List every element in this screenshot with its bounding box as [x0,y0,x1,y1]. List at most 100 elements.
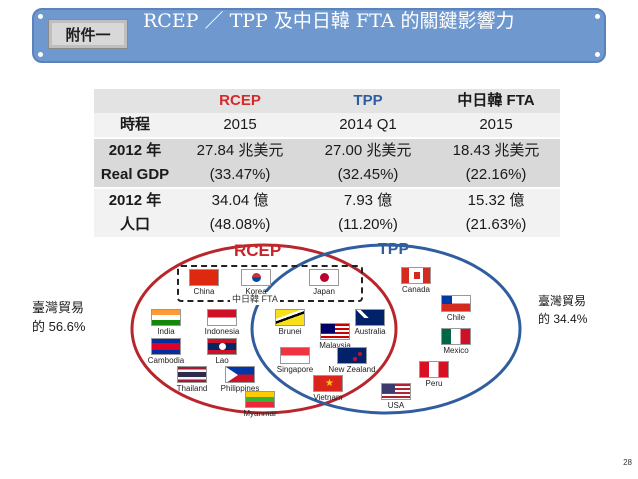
country-canada: Canada [386,267,446,294]
table-row: 2012 年 34.04 億 7.93 億 15.32 億 [94,187,560,213]
japan-flag-icon [309,269,339,286]
country-label: Malaysia [319,341,351,350]
side-label-line: 的 56.6% [32,319,86,334]
table-cell: 27.84 兆美元 [176,137,304,163]
table-cell: 34.04 億 [176,187,304,213]
country-thailand: Thailand [162,366,222,393]
table-row: Real GDP (33.47%) (32.45%) (22.16%) [94,163,560,188]
country-label: Singapore [276,365,314,374]
country-label: China [193,287,215,296]
table-header-tpp: TPP [304,89,432,113]
new-zealand-flag-icon [337,347,367,364]
mexico-flag-icon [441,328,471,345]
myanmar-flag-icon [245,391,275,408]
row-label: 2012 年 [94,187,176,213]
country-korea: Korea [226,269,286,296]
country-label: Chile [446,313,466,322]
lao-flag-icon [207,338,237,355]
banner-corner-dot [595,14,600,19]
table-cell: 15.32 億 [432,187,560,213]
chile-flag-icon [441,295,471,312]
country-peru: Peru [404,361,464,388]
row-label: Real GDP [94,163,176,188]
country-label: Lao [215,356,229,365]
taiwan-trade-share-tpp: 臺灣貿易 的 34.4% [538,292,618,328]
rcep-circle [130,243,398,415]
banner-corner-dot [595,52,600,57]
country-japan: Japan [294,269,354,296]
malaysia-flag-icon [320,323,350,340]
table-cell: (11.20%) [304,213,432,237]
country-label: Peru [425,379,443,388]
banner-corner-dot [38,14,43,19]
country-label: Japan [313,287,335,296]
country-label: Indonesia [204,327,240,336]
table-cell: (48.08%) [176,213,304,237]
banner-corner-dot [38,52,43,57]
fta-label: 中日韓 FTA [230,292,280,305]
country-australia: Australia [340,309,400,336]
tpp-circle [250,243,522,415]
country-label: Cambodia [147,356,185,365]
table-header-row: RCEP TPP 中日韓 FTA [94,89,560,113]
country-label: India [157,327,175,336]
venn-diagram: RCEP TPP 中日韓 FTA China Korea Japan India… [130,241,522,418]
comparison-table: RCEP TPP 中日韓 FTA 時程 2015 2014 Q1 2015 20… [94,89,560,237]
table-header-rcep: RCEP [176,89,304,113]
table-cell: (32.45%) [304,163,432,188]
venn-circles [130,243,522,415]
country-label: Thailand [176,384,208,393]
country-label: Korea [245,287,267,296]
vietnam-flag-icon: ★ [313,375,343,392]
brunei-flag-icon [275,309,305,326]
country-india: India [136,309,196,336]
country-brunei: Brunei [260,309,320,336]
country-cambodia: Cambodia [136,338,196,365]
table-cell: (33.47%) [176,163,304,188]
row-label: 時程 [94,113,176,138]
table-header-blank [94,89,176,113]
page-number: 28 [623,458,632,467]
table-cell: 2015 [432,113,560,138]
australia-flag-icon [355,309,385,326]
philippines-flag-icon [225,366,255,383]
table-row: 時程 2015 2014 Q1 2015 [94,113,560,138]
taiwan-trade-share-rcep: 臺灣貿易 的 56.6% [32,298,112,336]
usa-flag-icon [381,383,411,400]
table-row: 人口 (48.08%) (11.20%) (21.63%) [94,213,560,237]
country-lao: Lao [192,338,252,365]
attachment-badge: 附件一 [48,19,128,49]
side-label-line: 臺灣貿易 [32,300,85,315]
country-label: Australia [354,327,386,336]
table-cell: 2014 Q1 [304,113,432,138]
table-row: 2012 年 27.84 兆美元 27.00 兆美元 18.43 兆美元 [94,137,560,163]
country-philippines: Philippines [210,366,270,393]
country-china: China [174,269,234,296]
rcep-label: RCEP [234,241,282,260]
side-label-line: 的 34.4% [538,312,588,326]
korea-flag-icon [241,269,271,286]
table-cell: 27.00 兆美元 [304,137,432,163]
country-usa: USA [366,383,426,410]
country-malaysia: Malaysia [305,323,365,350]
country-label: Brunei [278,327,302,336]
country-chile: Chile [426,295,486,322]
china-flag-icon [189,269,219,286]
table-cell: 7.93 億 [304,187,432,213]
country-label: USA [387,401,405,410]
indonesia-flag-icon [207,309,237,326]
country-myanmar: Myanmar [230,391,290,418]
row-label: 2012 年 [94,137,176,163]
side-label-line: 臺灣貿易 [538,294,587,308]
country-mexico: Mexico [426,328,486,355]
country-singapore: Singapore [265,347,325,374]
table-cell: (21.63%) [432,213,560,237]
slide-title: RCEP ／ TPP 及中日韓 FTA 的關鍵影響力 [143,10,515,32]
table-cell: 2015 [176,113,304,138]
cambodia-flag-icon [151,338,181,355]
canada-flag-icon [401,267,431,284]
india-flag-icon [151,309,181,326]
row-label: 人口 [94,213,176,237]
country-label: Myanmar [243,409,277,418]
country-label: Philippines [220,384,260,393]
